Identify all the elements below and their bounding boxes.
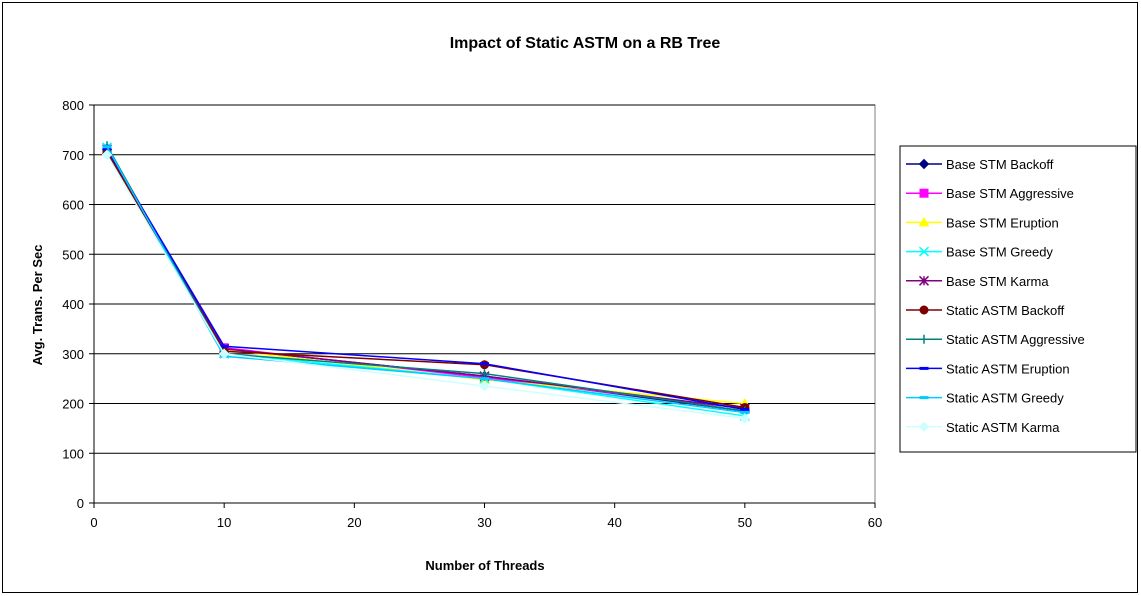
legend-box	[899, 145, 1137, 453]
legend: Base STM Backoff Base STM Aggressive Base …	[906, 157, 1085, 435]
legend-label: Static ASTM Backoff	[946, 303, 1065, 318]
y-tick-label: 600	[62, 198, 84, 213]
x-axis-title: Number of Threads	[425, 558, 544, 573]
legend-label: Static ASTM Greedy	[946, 391, 1064, 406]
series-group	[101, 141, 751, 424]
legend-item: Static ASTM Aggressive	[906, 332, 1085, 347]
data-point-marker	[479, 380, 490, 392]
x-tick-label: 50	[738, 515, 752, 530]
legend-marker	[919, 305, 929, 315]
legend-marker	[919, 334, 929, 344]
legend-item: Base STM Aggressive	[906, 186, 1074, 201]
data-point-marker	[740, 407, 750, 411]
data-point-marker	[218, 348, 230, 359]
legend-item: Base STM Greedy	[906, 245, 1053, 260]
data-point-marker	[740, 410, 750, 414]
series-9	[101, 149, 751, 424]
y-tick-label: 500	[62, 247, 84, 262]
x-tick-label: 30	[477, 515, 491, 530]
data-point-marker	[102, 145, 112, 149]
legend-item: Static ASTM Greedy	[906, 391, 1064, 406]
legend-label: Base STM Eruption	[946, 215, 1059, 230]
x-tick-label: 40	[607, 515, 621, 530]
x-tick-label: 0	[90, 515, 97, 530]
legend-item: Static ASTM Eruption	[906, 361, 1070, 376]
data-point-marker	[219, 344, 229, 348]
y-tick-label: 700	[62, 148, 84, 163]
y-tick-label: 800	[62, 98, 84, 113]
data-point-marker	[102, 147, 112, 151]
data-point-marker	[480, 362, 489, 366]
gridlines	[94, 104, 875, 454]
y-axis-title: Avg. Trans. Per Sec	[30, 245, 45, 366]
series-line	[106, 146, 745, 414]
y-tick-label: 0	[77, 496, 84, 511]
legend-item: Static ASTM Backoff	[906, 303, 1065, 318]
data-point-marker	[480, 377, 489, 381]
legend-marker	[919, 188, 929, 198]
legend-label: Base STM Greedy	[946, 245, 1053, 260]
legend-item: Base STM Eruption	[906, 215, 1059, 230]
legend-label: Base STM Aggressive	[946, 186, 1074, 201]
legend-label: Base STM Backoff	[946, 157, 1054, 172]
legend-marker	[918, 216, 930, 227]
data-point-marker	[480, 369, 489, 379]
legend-item: Static ASTM Karma	[906, 420, 1060, 435]
x-tick-label: 60	[868, 515, 882, 530]
legend-marker	[918, 275, 930, 286]
data-point-marker	[101, 149, 113, 160]
y-tick-label: 200	[62, 397, 84, 412]
legend-marker	[919, 396, 929, 400]
axes: 0 100 200 300 400 500 600 700 800 0 10 20 30 40 50 60	[62, 98, 882, 530]
x-tick-label: 10	[217, 515, 231, 530]
legend-label: Static ASTM Karma	[946, 420, 1060, 435]
series-7	[102, 147, 750, 411]
legend-marker	[918, 158, 930, 170]
data-point-marker	[739, 413, 751, 424]
y-tick-label: 400	[62, 297, 84, 312]
legend-item: Base STM Karma	[906, 274, 1049, 289]
legend-label: Static ASTM Eruption	[946, 361, 1070, 376]
legend-marker	[918, 421, 930, 433]
legend-label: Base STM Karma	[946, 274, 1049, 289]
y-tick-label: 100	[62, 446, 84, 461]
legend-marker	[918, 246, 930, 257]
y-tick-label: 300	[62, 347, 84, 362]
legend-marker	[919, 366, 929, 370]
series-line	[106, 154, 745, 420]
x-tick-label: 20	[347, 515, 361, 530]
series-line	[106, 145, 745, 412]
legend-item: Base STM Backoff	[906, 157, 1054, 172]
series-line	[106, 148, 745, 411]
chart-title: Impact of Static ASTM on a RB Tree	[450, 35, 721, 52]
legend-label: Static ASTM Aggressive	[946, 332, 1085, 347]
